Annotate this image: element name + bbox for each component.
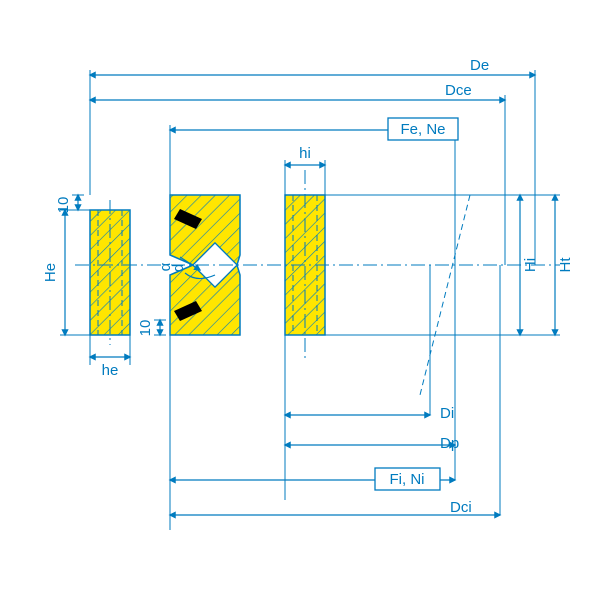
dim-label: He: [42, 263, 59, 282]
dim-label: Di: [440, 405, 454, 422]
dim-label: Hi: [522, 258, 539, 272]
dim-label: Dp: [440, 435, 459, 452]
dim-label: Fi, Ni: [390, 471, 425, 488]
dim-label: De: [470, 57, 489, 74]
dim-label: 10: [55, 197, 72, 214]
dim-label: he: [102, 362, 119, 379]
dim-label: d: [170, 264, 187, 272]
dim-label: hi: [299, 145, 311, 162]
dim-label: Dci: [450, 499, 472, 516]
dim-label: 10: [137, 320, 154, 337]
dim-label: Ht: [557, 257, 574, 273]
dim-label: Fe, Ne: [400, 121, 445, 138]
bearing-cross-section-diagram: DeDceFe, Nehi10Hehe10HtHiDiDpFi, NiDciαd: [0, 0, 600, 600]
hidden-line: [420, 195, 470, 395]
dim-label: Dce: [445, 82, 472, 99]
